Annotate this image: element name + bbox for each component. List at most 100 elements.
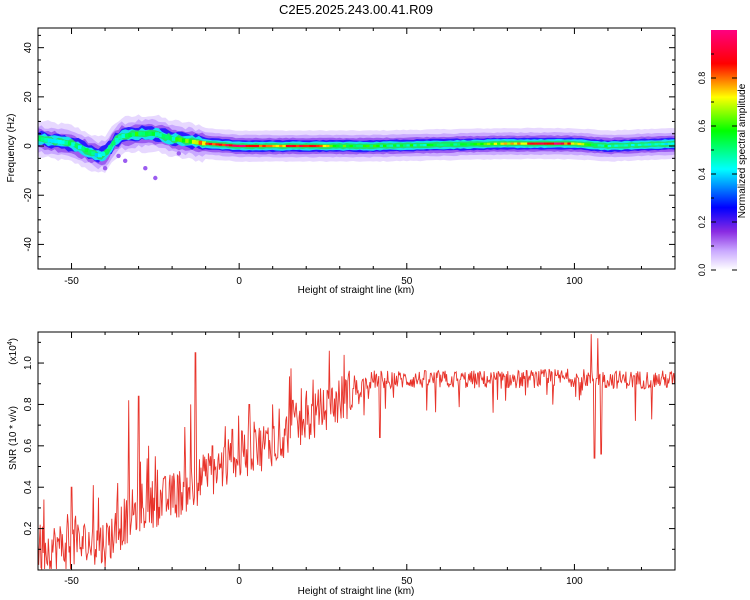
spectrogram-cell-105 — [389, 144, 394, 147]
spectrogram-cell-37 — [161, 134, 166, 139]
spectrogram-cell-176 — [627, 144, 632, 147]
snr-background — [38, 332, 675, 570]
spectrogram-cell-93 — [349, 144, 354, 148]
spectrogram-xtick-label-3: 100 — [566, 276, 583, 287]
spectrogram-cell-141 — [510, 142, 515, 145]
spectrogram-cell-56 — [225, 144, 230, 147]
spectrogram-cell-78 — [299, 144, 304, 148]
spectrogram-cell-23 — [114, 137, 119, 142]
spectrogram-cell-77 — [295, 144, 300, 148]
spectrogram-cell-109 — [403, 144, 408, 147]
spectrogram-cell-47 — [195, 140, 200, 145]
spectrogram-xtick-label-2: 50 — [401, 276, 413, 287]
spectrogram-cell-182 — [647, 143, 652, 146]
spectrogram-cell-63 — [248, 144, 253, 148]
spectrogram-cell-102 — [379, 144, 384, 147]
snr-multiplier-exp: 4 — [7, 341, 14, 345]
spectrogram-band-5 — [38, 129, 675, 160]
snr-ytick-label-3: 0.8 — [23, 397, 34, 411]
snr-ylabel: SNR (10 * v/v) — [8, 406, 19, 470]
spectrogram-cell-99 — [369, 144, 374, 148]
spectrogram-ticks: -50 0 50 100 -40 -20 0 20 40 — [23, 28, 676, 287]
spectrogram-cell-43 — [181, 138, 186, 143]
spectrogram-cell-67 — [262, 144, 267, 148]
spectrogram-cell-162 — [580, 143, 585, 146]
spectrogram-cell-69 — [269, 144, 273, 148]
spectrogram-cell-179 — [637, 143, 642, 146]
spectrogram-cell-0 — [38, 136, 42, 141]
spectrogram-cell-34 — [151, 131, 156, 136]
spectrogram-cell-101 — [376, 144, 381, 147]
spectrogram-cell-115 — [423, 144, 428, 147]
spectrogram-cell-91 — [342, 144, 347, 148]
spectrogram-cell-106 — [393, 144, 398, 147]
spectrogram-cell-185 — [657, 143, 662, 146]
spectrogram-frame — [37, 27, 676, 270]
spectrogram-cell-96 — [359, 144, 364, 148]
spectrogram-cell-167 — [597, 144, 602, 147]
spectrogram-cell-189 — [671, 142, 675, 145]
spectrogram-cell-52 — [212, 143, 216, 146]
spectrogram-cell-146 — [527, 142, 532, 145]
spectrogram-cell-60 — [238, 144, 243, 148]
spectrogram-cell-174 — [621, 144, 626, 147]
spectrogram-cell-80 — [305, 144, 310, 148]
spectrogram-speck-0 — [116, 153, 121, 159]
spectrogram-cell-71 — [275, 144, 280, 148]
spectrogram-cell-14 — [84, 148, 89, 153]
snr-xtick-label-0: -50 — [64, 576, 79, 587]
spectrogram-cell-5 — [54, 139, 59, 144]
spectrogram-cell-184 — [654, 143, 659, 146]
spectrogram-cell-120 — [440, 143, 444, 146]
spectrogram-cell-114 — [419, 144, 424, 147]
spectrogram-cell-140 — [507, 142, 512, 145]
spectrogram-cell-32 — [145, 131, 149, 136]
spectrogram-cell-61 — [242, 144, 247, 148]
spectrogram-xtick-label-1: 0 — [236, 276, 242, 287]
snr-multiplier-close: ) — [8, 338, 19, 341]
spectrogram-cell-148 — [533, 142, 538, 145]
spectrogram-cell-72 — [279, 144, 284, 148]
spectrogram-cell-143 — [517, 142, 522, 145]
spectrogram-cell-131 — [476, 143, 481, 146]
spectrogram-cell-70 — [272, 144, 277, 148]
spectrogram-cell-35 — [155, 132, 159, 137]
spectrogram-cell-92 — [346, 144, 351, 148]
spectrogram-cell-129 — [470, 143, 475, 146]
spectrogram-cell-87 — [329, 144, 334, 148]
spectrogram-cell-90 — [339, 144, 344, 148]
spectrogram-cell-133 — [483, 142, 488, 146]
spectrogram-cell-3 — [47, 138, 52, 143]
spectrogram-cell-111 — [409, 144, 414, 147]
spectrogram-cell-45 — [188, 139, 193, 144]
spectrogram-cell-83 — [316, 144, 320, 148]
spectrogram-cell-53 — [215, 143, 220, 146]
spectrogram-cell-128 — [466, 143, 471, 146]
spectrogram-cell-137 — [497, 142, 501, 145]
spectrogram-cell-16 — [91, 151, 96, 156]
spectrogram-cell-118 — [433, 143, 438, 146]
spectrogram-cell-139 — [503, 142, 508, 145]
snr-series-line — [38, 334, 675, 570]
spectrogram-cell-163 — [584, 143, 589, 146]
spectrogram-cell-62 — [245, 144, 250, 148]
spectrogram-speck-3 — [153, 175, 158, 181]
spectrogram-cell-7 — [61, 140, 66, 145]
spectrogram-cell-144 — [520, 142, 525, 145]
snr-xlabel: Height of straight line (km) — [298, 586, 415, 597]
spectrogram-ytick-label-0: -40 — [23, 237, 34, 252]
spectrogram-cell-150 — [540, 142, 545, 145]
snr-ticks: -50 0 50 100 0.2 0.4 0.6 0.8 1.0 — [23, 332, 676, 587]
spectrogram-cell-1 — [41, 137, 46, 142]
spectrogram-cell-147 — [530, 142, 535, 145]
spectrogram-cell-9 — [67, 141, 72, 146]
spectrogram-cell-48 — [198, 140, 203, 145]
spectrogram-cell-166 — [594, 144, 599, 147]
snr-multiplier-base: (x10 — [8, 345, 19, 365]
spectrogram-cell-29 — [134, 132, 139, 136]
spectrogram-cell-81 — [309, 144, 314, 148]
spectrogram-cell-175 — [624, 144, 629, 147]
spectrogram-cell-74 — [285, 144, 290, 148]
spectrogram-cell-75 — [289, 144, 294, 148]
spectrogram-cell-100 — [373, 144, 377, 148]
